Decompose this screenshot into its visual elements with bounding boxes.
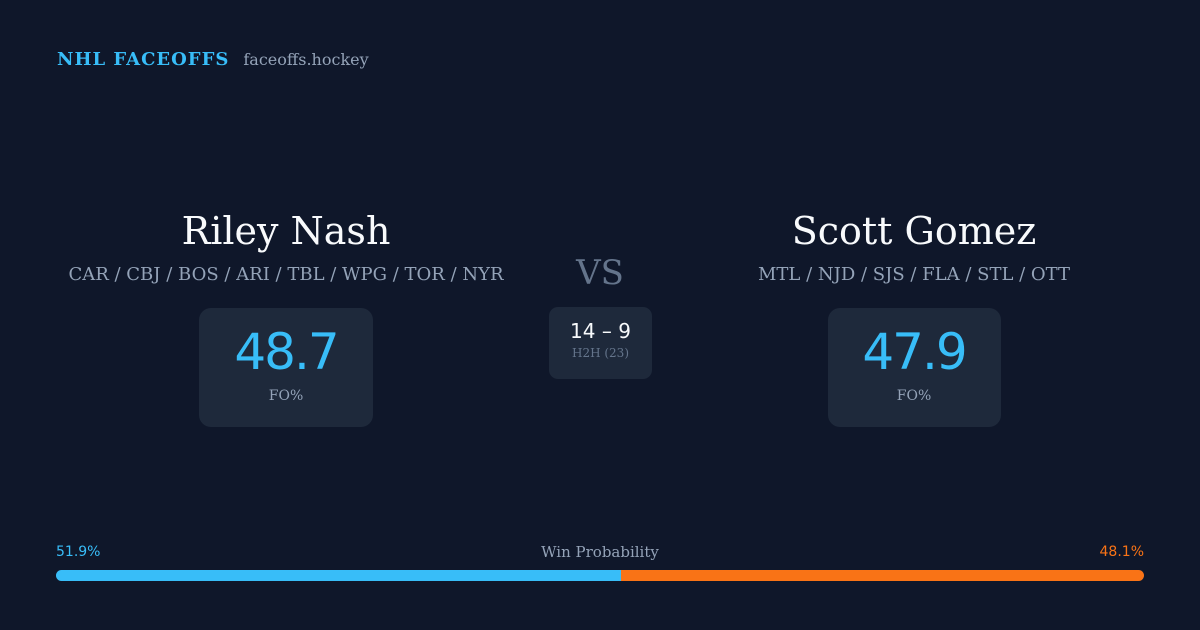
player-left-panel: Riley Nash CAR / CBJ / BOS / ARI / TBL /… [56,205,516,427]
player-left-fo-label: FO% [268,388,304,404]
player-right-teams: MTL / NJD / SJS / FLA / STL / OTT [757,264,1071,285]
player-left-fo-value: 48.7 [234,323,339,381]
win-probability-left-fill [56,570,621,581]
brand-domain[interactable]: faceoffs.hockey [243,50,369,69]
brand-name[interactable]: NHL FACEOFFS [57,49,230,70]
player-left-name: Riley Nash [181,209,391,253]
win-probability-right-value: 48.1% [1099,544,1144,560]
head-to-head-card: 14 – 9 H2H (23) [549,307,652,379]
player-left-stat-card: 48.7 FO% [199,308,373,427]
player-left-teams: CAR / CBJ / BOS / ARI / TBL / WPG / TOR … [68,264,504,285]
win-probability-title: Win Probability [541,543,659,561]
head-to-head-label: H2H (23) [571,346,629,360]
player-right-name: Scott Gomez [791,209,1037,253]
win-probability-labels: 51.9% Win Probability 48.1% [56,542,1144,564]
win-probability-bar [56,570,1144,581]
win-probability-right-fill [620,570,1144,581]
versus-label: VS [576,253,624,293]
brand-header: NHL FACEOFFS faceoffs.hockey [57,49,369,70]
player-right-fo-value: 47.9 [862,323,967,381]
win-probability-left-value: 51.9% [56,544,101,560]
player-right-fo-label: FO% [896,388,932,404]
head-to-head-score: 14 – 9 [570,319,631,343]
player-right-stat-card: 47.9 FO% [827,308,1001,427]
player-right-panel: Scott Gomez MTL / NJD / SJS / FLA / STL … [684,205,1144,427]
